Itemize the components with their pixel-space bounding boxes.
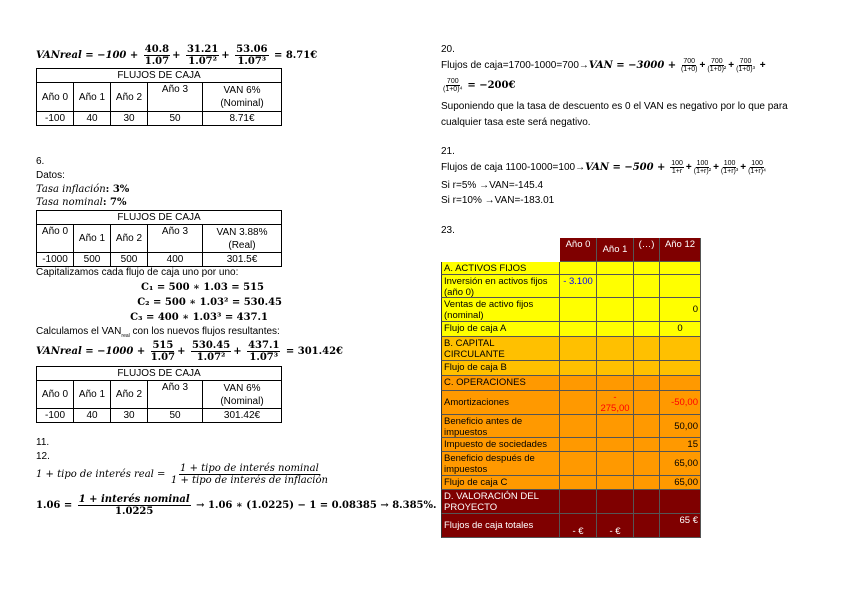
c2-equation: C₂ = 500 ∗ 1.03² = 530.45 [137, 297, 282, 308]
cell-ventas-col3: 0 [660, 298, 701, 322]
q20-note-2: cualquier tasa este será negativo. [441, 117, 591, 128]
cell-impuesto-col0 [560, 438, 597, 452]
q21-equation: Flujos de caja 1100-1000=100→VAN = −500 … [441, 160, 767, 175]
cell-impuesto-col1 [597, 438, 634, 452]
cell-d-title-col3 [660, 490, 701, 514]
row-label-c-title: C. OPERACIONES [441, 376, 560, 391]
table-title: FLUJOS DE CAJA [36, 68, 282, 83]
cell-totales-col1: - € [597, 514, 634, 538]
cell-totales-col2 [634, 514, 660, 538]
cell-ventas-col2 [634, 298, 660, 322]
cell-d-title-col2 [634, 490, 660, 514]
row-label-b-title: B. CAPITAL CIRCULANTE [441, 337, 560, 361]
cell-d-title-col1 [597, 490, 634, 514]
calculate-text: Calculamos el VANreal con los nuevos flu… [36, 326, 280, 339]
cell-flujo-a-col3: 0 [660, 322, 701, 337]
question-12: 12. [36, 451, 50, 462]
cell-bdi-col1 [597, 452, 634, 476]
cell-bai-col0 [560, 415, 597, 438]
cell-flujo-a-col2 [634, 322, 660, 337]
cell-bdi-col3: 65,00 [660, 452, 701, 476]
datos-label: Datos: [36, 170, 65, 181]
question-11: 11. [36, 437, 50, 448]
cell-c-title-col0 [560, 376, 597, 391]
row-label-totales: Flujos de caja totales [441, 514, 560, 538]
nominal-interest-equation: 1.06 = 1 + interés nominal 1.0225 → 1.06 … [36, 494, 437, 517]
q21-r10: Si r=10% →VAN=-183.01 [441, 195, 555, 206]
cell-bai-col3: 50,00 [660, 415, 701, 438]
cell-c-title-col1 [597, 376, 634, 391]
van-real-equation-2: VANreal = −1000 + 515 1.07 + 530.45 1.07² + … [36, 340, 343, 363]
cell-bai-col2 [634, 415, 660, 438]
c3-equation: C₃ = 400 ∗ 1.03³ = 437.1 [130, 312, 268, 323]
cell-c-title-col2 [634, 376, 660, 391]
row-label-flujo-c: Flujo de caja C [441, 476, 560, 490]
cell-flujo-a-col1 [597, 322, 634, 337]
cell-inversion-col2 [634, 275, 660, 298]
cell-flujo-a-col0 [560, 322, 597, 337]
row-label-d-title: D. VALORACIÓN DEL PROYECTO [441, 490, 560, 514]
row-label-amort: Amortizaciones [441, 391, 560, 415]
q20-equation: Flujos de caja=1700-1000=700→VAN = −3000… [441, 58, 766, 73]
cell-ventas-col1 [597, 298, 634, 322]
cell-inversion-col0: - 3.100 [560, 275, 597, 298]
cell-impuesto-col2 [634, 438, 660, 452]
c1-equation: C₁ = 500 ∗ 1.03 = 515 [141, 282, 264, 293]
row-label-flujo-b: Flujo de caja B [441, 361, 560, 376]
question-21: 21. [441, 146, 455, 157]
cell-a-title-col1 [597, 262, 634, 275]
q21-r5: Si r=5% →VAN=-145.4 [441, 180, 544, 191]
cell-amort-col0 [560, 391, 597, 415]
row-label-a-title: A. ACTIVOS FIJOS [441, 262, 560, 275]
van-real-equation-1: VANreal = −100 + 40.8 1.07 + 31.21 1.07² + 5… [36, 44, 318, 67]
cell-b-title-col3 [660, 337, 701, 361]
cell-impuesto-col3: 15 [660, 438, 701, 452]
cell-d-title-col0 [560, 490, 597, 514]
cell-inversion-col1 [597, 275, 634, 298]
cell-amort-col3: -50,00 [660, 391, 701, 415]
capitalize-text: Capitalizamos cada flujo de caja uno por… [36, 267, 239, 278]
cell-amort-col1: - 275,00 [597, 391, 634, 415]
cell-a-title-col3 [660, 262, 701, 275]
cell-ventas-col0 [560, 298, 597, 322]
cell-totales-col0: - € [560, 514, 597, 538]
inflation-rate: Tasa inflación: 3% [36, 184, 130, 195]
cell-flujo-b-col0 [560, 361, 597, 376]
cell-b-title-col1 [597, 337, 634, 361]
cash-flow-table-2: FLUJOS DE CAJA Año 0 Año 1 Año 2 Año 3 VAN 3… [36, 210, 282, 267]
row-label-bai: Beneficio antes de impuestos [441, 415, 560, 438]
cell-a-title-col2 [634, 262, 660, 275]
question-6: 6. [36, 156, 45, 167]
cell-flujo-b-col3 [660, 361, 701, 376]
cell-bdi-col0 [560, 452, 597, 476]
cell-c-title-col3 [660, 376, 701, 391]
cell-b-title-col0 [560, 337, 597, 361]
row-label-ventas: Ventas de activo fijos (nominal) [441, 298, 560, 322]
cell-bai-col1 [597, 415, 634, 438]
question-20: 20. [441, 44, 455, 55]
cell-a-title-col0 [560, 262, 597, 275]
cash-flow-table-1: FLUJOS DE CAJA Año 0 Año 1 Año 2 Año 3 VAN 6… [36, 68, 282, 126]
q20-note: Suponiendo que la tasa de descuento es 0… [441, 101, 788, 112]
cash-flow-table-3: FLUJOS DE CAJA Año 0 Año 1 Año 2 Año 3 VAN 6… [36, 366, 282, 423]
row-label-impuesto: Impuesto de sociedades [441, 438, 560, 452]
cell-b-title-col2 [634, 337, 660, 361]
row-label-inversion: Inversión en activos fijos (año 0) [441, 275, 560, 298]
cell-amort-col2 [634, 391, 660, 415]
cell-flujo-b-col2 [634, 361, 660, 376]
cell-flujo-b-col1 [597, 361, 634, 376]
cell-flujo-c-col1 [597, 476, 634, 490]
row-label-flujo-a: Flujo de caja A [441, 322, 560, 337]
cell-flujo-c-col2 [634, 476, 660, 490]
real-interest-equation: 1 + tipo de interés real = 1 + tipo de i… [36, 463, 328, 486]
cell-totales-col3: 65 € [660, 514, 701, 538]
cell-inversion-col3 [660, 275, 701, 298]
cell-bdi-col2 [634, 452, 660, 476]
q20-equation-cont: 700 (1+0)⁴ = −200€ [443, 78, 516, 93]
nominal-rate: Tasa nominal: 7% [36, 197, 127, 208]
cell-flujo-c-col3: 65,00 [660, 476, 701, 490]
question-23: 23. [441, 225, 455, 236]
cell-flujo-c-col0 [560, 476, 597, 490]
row-label-bdi: Beneficio después de impuestos [441, 452, 560, 476]
